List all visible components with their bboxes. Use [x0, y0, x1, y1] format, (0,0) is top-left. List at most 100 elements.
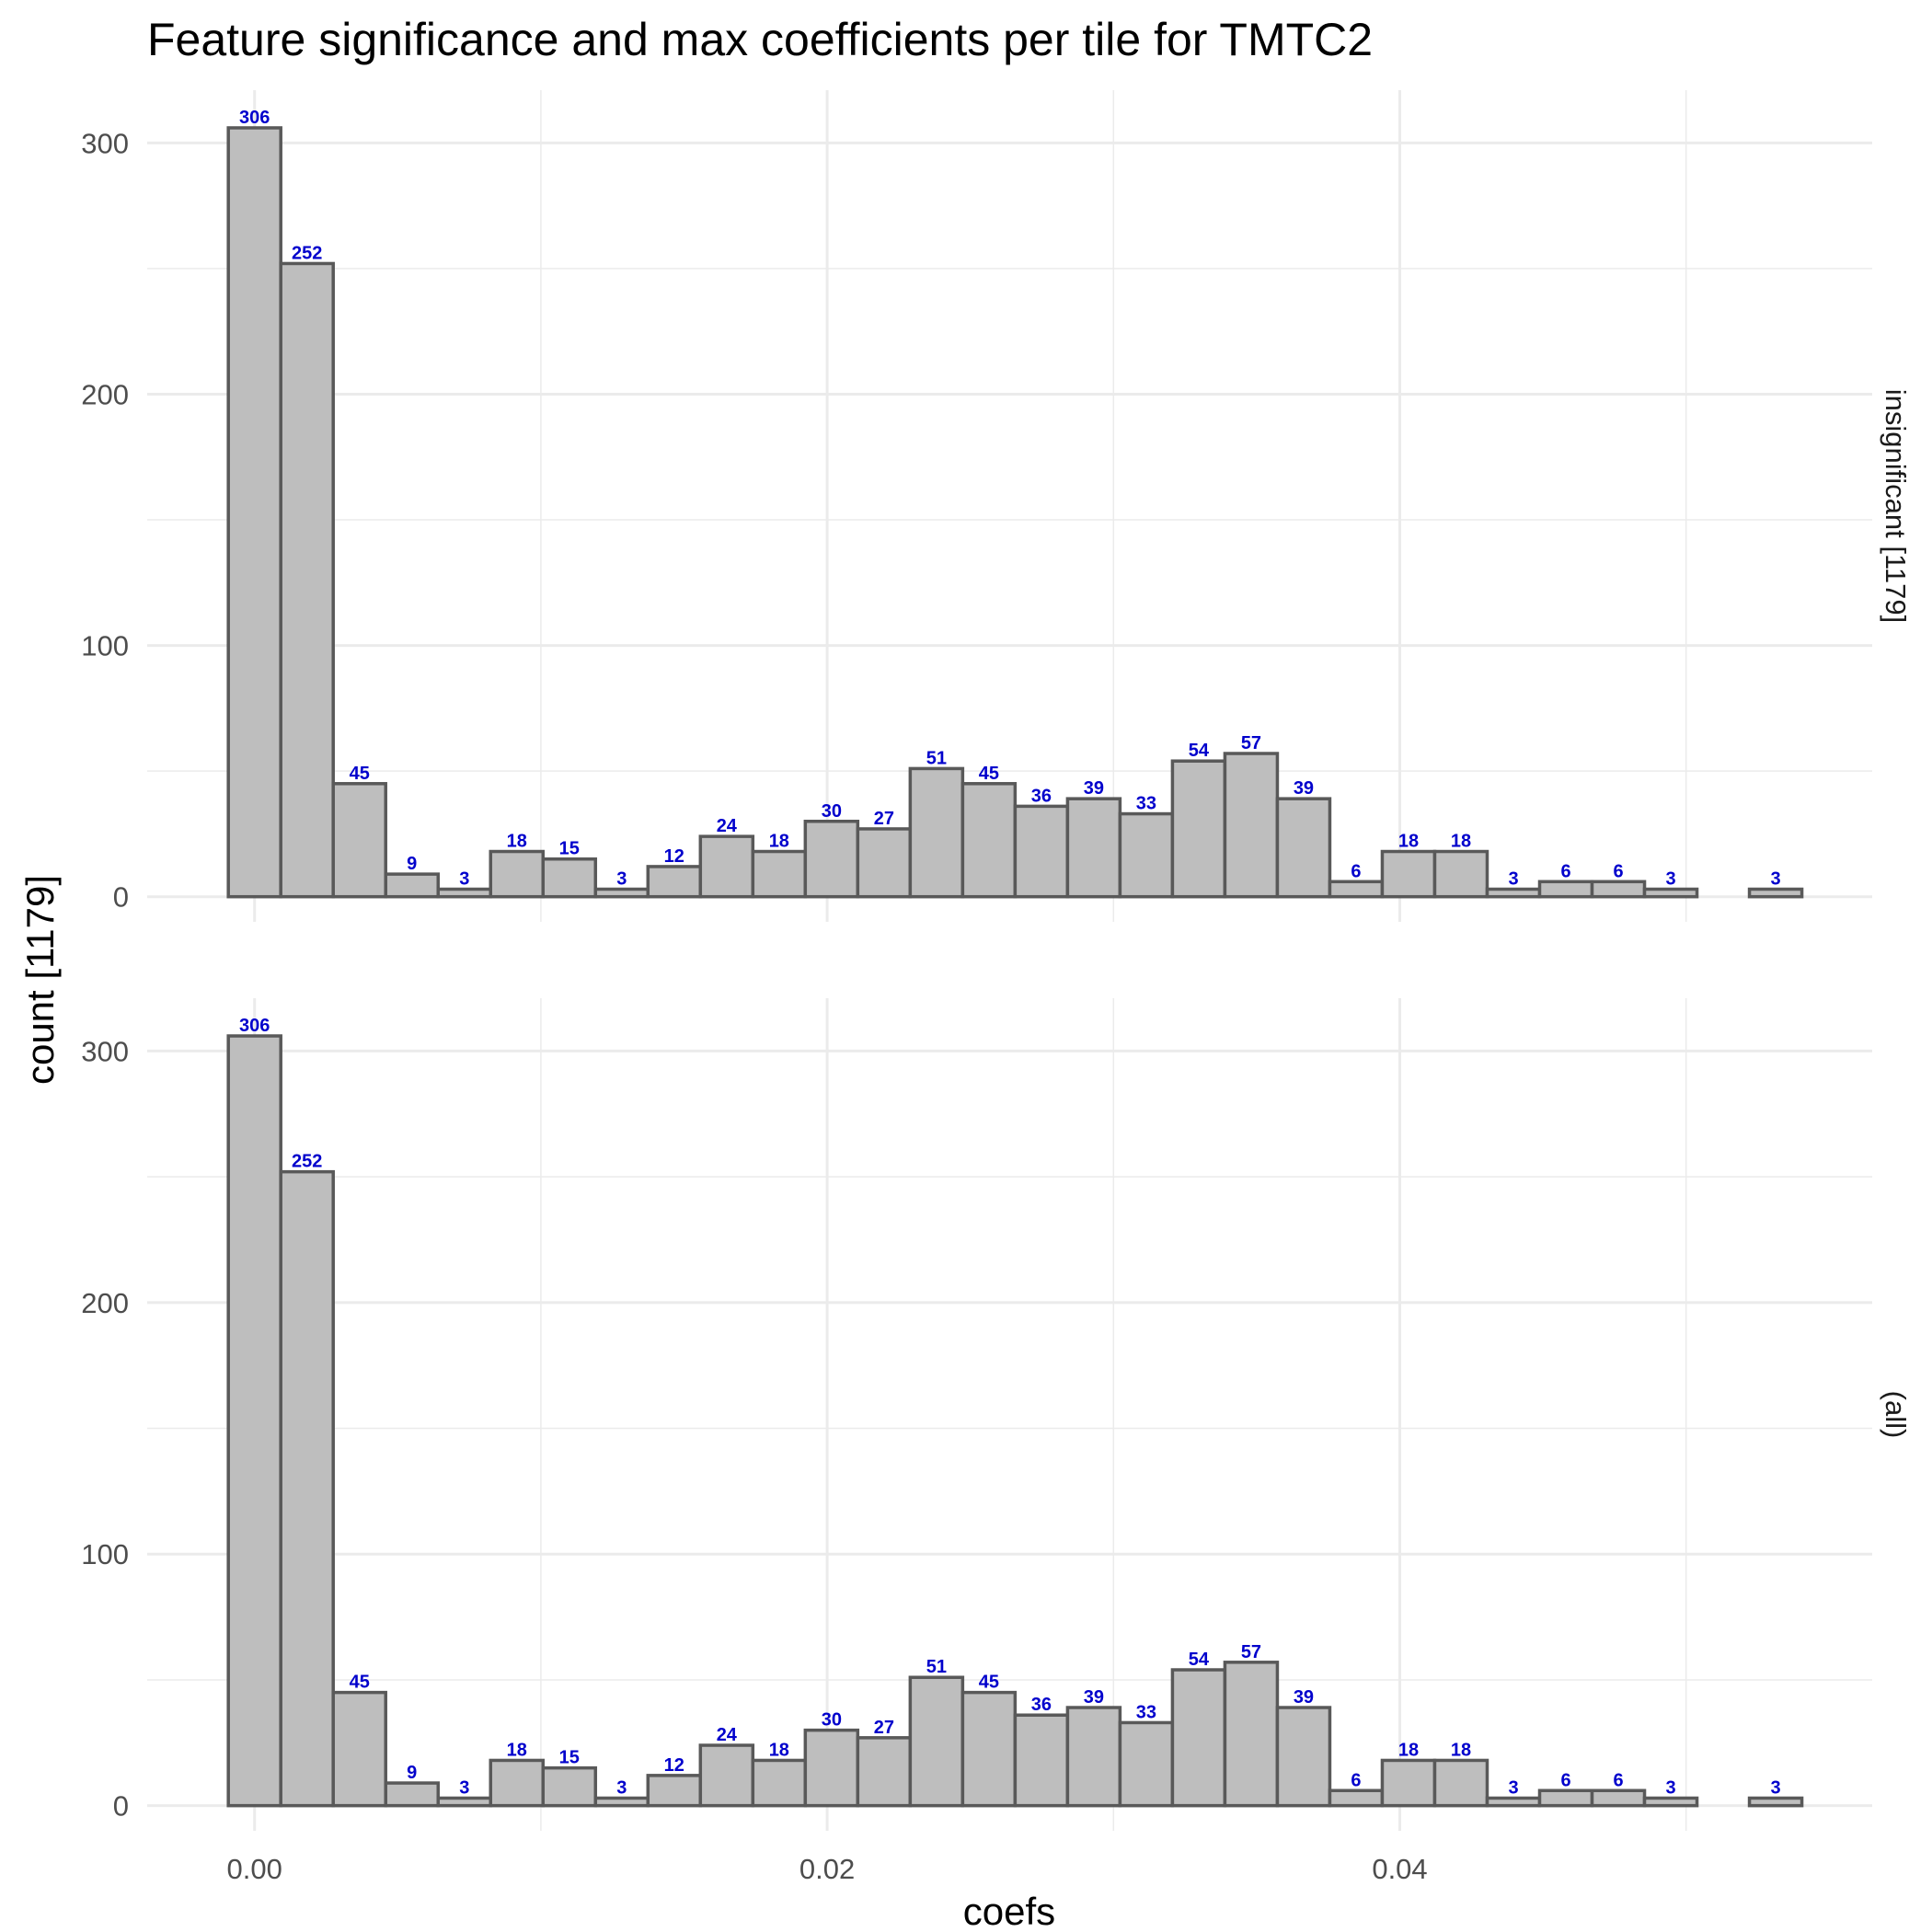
histogram-bar: [751, 849, 808, 899]
histogram-bar: [1118, 1720, 1175, 1808]
bar-count-label: 15: [559, 1748, 580, 1768]
histogram-bar: [331, 1690, 387, 1808]
x-tick-label: 0.02: [799, 1853, 855, 1885]
histogram-bar: [1170, 759, 1227, 899]
x-axis-label: coefs: [963, 1890, 1055, 1932]
bar-count-label: 6: [1560, 861, 1570, 881]
histogram-bar: [436, 1796, 493, 1808]
x-tick-label: 0.00: [227, 1853, 282, 1885]
bar-count-label: 3: [459, 1777, 469, 1798]
histogram-bar: [646, 865, 703, 899]
bar-count-label: 306: [239, 108, 270, 128]
histogram-bar: [1170, 1668, 1227, 1808]
y-tick-label: 200: [81, 378, 129, 410]
histogram-bar: [751, 1758, 808, 1808]
bar-count-label: 3: [1508, 868, 1518, 889]
histogram-bar: [960, 1690, 1018, 1808]
histogram-bar: [1747, 1796, 1804, 1808]
histogram-bar: [1432, 1758, 1489, 1808]
bar-count-label: 9: [407, 854, 417, 874]
histogram-bar: [908, 766, 965, 899]
histogram-bar: [384, 1781, 440, 1808]
bar-count-label: 6: [1560, 1770, 1570, 1790]
histogram-bar: [1275, 797, 1332, 899]
chart-title: Feature significance and max coefficient…: [147, 14, 1373, 65]
histogram-bar: [1118, 811, 1175, 899]
histogram-bar: [1432, 849, 1489, 899]
bar-count-label: 15: [559, 839, 580, 859]
histogram-bar: [1223, 1661, 1280, 1808]
bar-count-label: 252: [292, 1152, 322, 1172]
bar-count-label: 306: [239, 1016, 270, 1036]
bar-count-label: 3: [459, 868, 469, 889]
histogram-bar: [226, 1034, 282, 1808]
bar-count-label: 51: [926, 1657, 947, 1677]
bar-count-label: 18: [769, 832, 789, 852]
panel-1: 0 100 200 300 306 252 45 9 3 18 15 3 12 24 18 30 27 51 45 3…: [81, 998, 1912, 1831]
bar-count-label: 54: [1189, 1650, 1210, 1670]
y-tick-label: 0: [113, 1790, 129, 1823]
bar-count-label: 45: [350, 764, 370, 784]
histogram-bar: [384, 872, 440, 899]
bar-count-label: 54: [1189, 741, 1210, 761]
bar-count-label: 3: [1665, 868, 1675, 889]
histogram-bar: [1537, 1788, 1594, 1808]
x-axis-ticks: 0.00 0.02 0.04: [227, 1853, 1428, 1885]
histogram-bar: [1642, 887, 1699, 899]
histogram-bar: [1642, 1796, 1699, 1808]
histogram-bar: [1590, 1788, 1647, 1808]
bar-count-label: 33: [1136, 794, 1156, 814]
histogram-bar: [436, 887, 493, 899]
histogram-bar: [279, 1169, 335, 1808]
bar-count-label: 30: [822, 1710, 842, 1731]
bar-count-label: 3: [1770, 1777, 1780, 1798]
bar-count-label: 57: [1241, 733, 1261, 753]
histogram-bar: [1380, 1758, 1437, 1808]
histogram-bar: [698, 1743, 755, 1808]
bar-count-label: 18: [507, 1740, 527, 1760]
histogram-bar: [1485, 1796, 1542, 1808]
bar-count-label: 30: [822, 801, 842, 822]
histogram-bar: [856, 827, 913, 899]
histogram-bar: [646, 1774, 703, 1808]
bar-count-label: 36: [1031, 1695, 1052, 1715]
histogram-bar: [593, 1796, 650, 1808]
bar-count-label: 33: [1136, 1702, 1156, 1722]
bar-count-label: 6: [1613, 861, 1623, 881]
bar-count-label: 24: [717, 1725, 738, 1745]
facet-strip-label: insignificant [1179]: [1880, 389, 1912, 623]
bar-count-label: 6: [1351, 1770, 1361, 1790]
histogram-bar: [1013, 804, 1070, 899]
bar-count-label: 3: [1508, 1777, 1518, 1798]
y-tick-label: 100: [81, 630, 129, 662]
y-tick-label: 300: [81, 127, 129, 159]
histogram-bar: [1065, 1706, 1122, 1808]
bar-count-label: 57: [1241, 1642, 1261, 1662]
y-tick-label: 0: [113, 881, 129, 914]
facet-strip-label: (all): [1880, 1391, 1912, 1439]
histogram-bar: [1013, 1713, 1070, 1808]
bar-count-label: 18: [1398, 1740, 1419, 1760]
bar-count-label: 39: [1294, 1687, 1314, 1708]
histogram-bar: [1590, 880, 1647, 899]
bar-count-label: 39: [1294, 778, 1314, 799]
bar-count-label: 9: [407, 1763, 417, 1783]
y-tick-label: 200: [81, 1287, 129, 1319]
histogram-bar: [856, 1736, 913, 1808]
bar-count-label: 3: [1665, 1777, 1675, 1798]
bar-count-label: 18: [769, 1740, 789, 1760]
bar-count-label: 12: [664, 846, 684, 867]
histogram-bar: [541, 857, 598, 899]
bar-count-label: 3: [1770, 868, 1780, 889]
bar-count-label: 18: [1451, 832, 1471, 852]
y-tick-label: 300: [81, 1035, 129, 1067]
bar-count-label: 39: [1084, 1687, 1104, 1708]
histogram-bar: [331, 782, 387, 899]
histogram-bar: [698, 834, 755, 899]
histogram-bar: [1223, 752, 1280, 899]
histogram-bar: [489, 849, 546, 899]
bar-count-label: 45: [350, 1673, 370, 1693]
y-tick-label: 100: [81, 1538, 129, 1570]
y-axis-label: count [1179]: [18, 875, 62, 1085]
bar-count-label: 12: [664, 1755, 684, 1776]
